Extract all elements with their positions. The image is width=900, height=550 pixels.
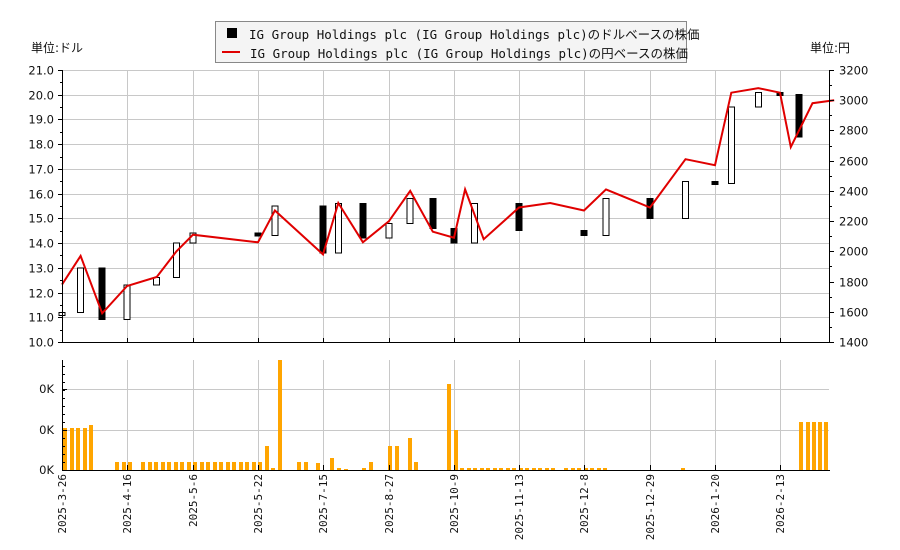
svg-text:2025-3-26: 2025-3-26 (56, 474, 69, 534)
volume-bars (63, 360, 828, 470)
svg-text:2025-11-13: 2025-11-13 (513, 474, 526, 540)
svg-text:3200: 3200 (839, 64, 868, 78)
svg-text:20.0: 20.0 (28, 89, 54, 103)
svg-text:15.0: 15.0 (28, 212, 54, 226)
svg-text:2200: 2200 (839, 215, 868, 229)
svg-text:11.0: 11.0 (28, 311, 54, 325)
svg-text:2025-12-8: 2025-12-8 (578, 474, 591, 534)
svg-text:2025-12-29: 2025-12-29 (644, 474, 657, 540)
svg-text:2025-10-9: 2025-10-9 (448, 474, 461, 534)
svg-text:19.0: 19.0 (28, 113, 54, 127)
svg-text:2000: 2000 (839, 245, 868, 259)
svg-text:3000: 3000 (839, 94, 868, 108)
svg-text:17.0: 17.0 (28, 163, 54, 177)
svg-text:10.0: 10.0 (28, 336, 54, 350)
svg-text:0K: 0K (39, 423, 54, 437)
svg-text:2025-5-6: 2025-5-6 (187, 474, 200, 527)
svg-text:21.0: 21.0 (28, 64, 54, 78)
svg-text:16.0: 16.0 (28, 188, 54, 202)
axes (58, 70, 834, 471)
svg-text:2800: 2800 (839, 124, 868, 138)
left-axis-unit: 単位:ドル (31, 41, 84, 55)
svg-text:0K: 0K (39, 382, 54, 396)
svg-text:14.0: 14.0 (28, 237, 54, 251)
legend-label-jpy: IG Group Holdings plc (IG Group Holdings… (250, 45, 689, 61)
svg-text:2025-7-15: 2025-7-15 (317, 474, 330, 534)
black-square-swatch-icon (227, 28, 237, 38)
svg-text:1600: 1600 (839, 306, 868, 320)
legend-label-usd: IG Group Holdings plc (IG Group Holdings… (249, 26, 700, 42)
svg-text:2025-8-27: 2025-8-27 (383, 474, 396, 534)
svg-text:12.0: 12.0 (28, 287, 54, 301)
svg-text:0K: 0K (39, 463, 54, 477)
svg-text:2600: 2600 (839, 155, 868, 169)
axis-labels: 10.0 11.0 12.0 13.0 14.0 15.0 16.0 17.0 18.0 19.0… (28, 64, 868, 541)
svg-text:2025-5-22: 2025-5-22 (252, 474, 265, 534)
svg-text:18.0: 18.0 (28, 138, 54, 152)
usd-candlesticks (58, 91, 803, 321)
svg-text:2400: 2400 (839, 185, 868, 199)
right-axis-unit: 単位:円 (810, 41, 851, 55)
svg-text:1400: 1400 (839, 336, 868, 350)
svg-text:13.0: 13.0 (28, 262, 54, 276)
svg-text:2025-4-16: 2025-4-16 (121, 474, 134, 534)
svg-text:1800: 1800 (839, 276, 868, 290)
red-line-swatch-icon (222, 51, 240, 53)
svg-text:2026-2-13: 2026-2-13 (774, 474, 787, 534)
svg-text:2026-1-20: 2026-1-20 (709, 474, 722, 534)
legend-item-usd: IG Group Holdings plc (IG Group Holdings… (224, 24, 700, 42)
legend: IG Group Holdings plc (IG Group Holdings… (215, 21, 700, 63)
grid-lines (62, 70, 829, 470)
legend-item-jpy: IG Group Holdings plc (IG Group Holdings… (222, 43, 689, 61)
jpy-price-line (61, 87, 835, 316)
